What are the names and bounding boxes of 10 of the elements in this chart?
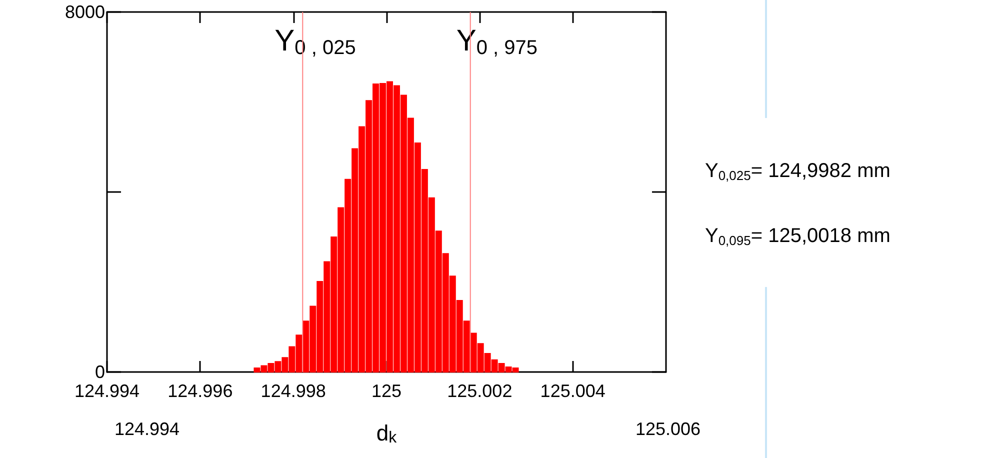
y-tick-label: 8000	[64, 2, 105, 22]
x-tick-label: 124.998	[260, 381, 326, 401]
text: 125.006	[635, 419, 701, 439]
x-tick-label: 125.002	[447, 381, 512, 401]
text: 124.994	[114, 419, 180, 439]
x-tick-label: 125.004	[540, 381, 606, 401]
y-tick-label: 0	[94, 362, 105, 382]
x-tick-label: 124.994	[74, 381, 140, 401]
x-tick-label: 124.996	[168, 381, 233, 401]
x-tick-label: 125	[371, 381, 402, 401]
